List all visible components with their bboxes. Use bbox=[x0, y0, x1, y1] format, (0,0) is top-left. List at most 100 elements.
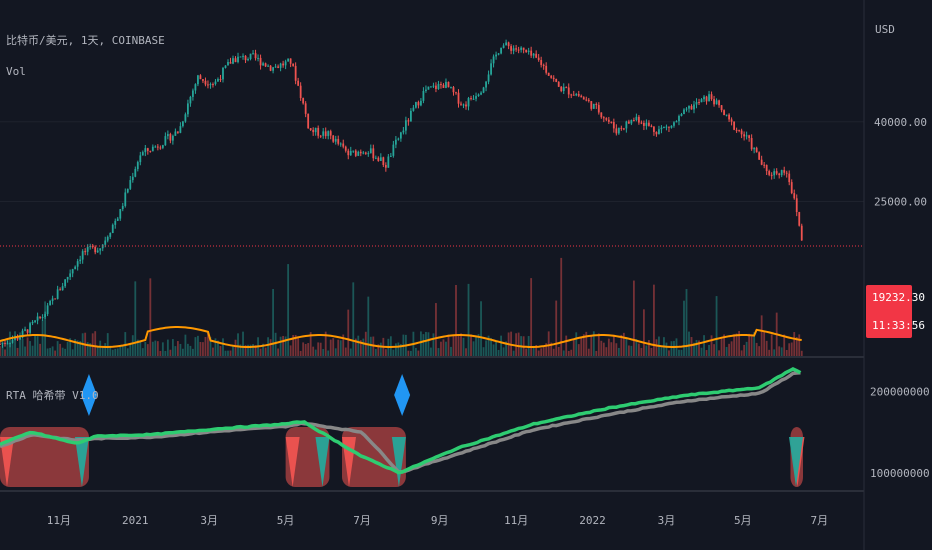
candle-body bbox=[452, 87, 455, 93]
candle-body bbox=[161, 145, 164, 148]
candle-body bbox=[572, 94, 575, 96]
time-axis[interactable]: 11月 2021 3月 5月 7月 9月 11月 2022 3月 5月 7月 bbox=[47, 514, 828, 527]
volume-bar bbox=[648, 340, 650, 357]
candle-body bbox=[643, 122, 645, 126]
candle-body bbox=[407, 120, 410, 122]
candle-body bbox=[377, 157, 380, 161]
volume-bar bbox=[725, 346, 728, 357]
candle-body bbox=[11, 339, 14, 343]
volume-bar bbox=[106, 333, 109, 357]
volume-bar bbox=[758, 346, 761, 357]
candle-body bbox=[695, 102, 698, 105]
volume-bar bbox=[525, 348, 528, 357]
ribbon-line-secondary bbox=[0, 367, 802, 475]
candle-body bbox=[680, 114, 683, 117]
volume-bar bbox=[81, 333, 84, 357]
candle-body bbox=[540, 59, 543, 65]
volume-bar bbox=[209, 337, 212, 357]
volume-bar bbox=[297, 336, 300, 357]
candle-body bbox=[710, 94, 713, 100]
volume-bar bbox=[377, 344, 380, 357]
price-pane[interactable] bbox=[0, 39, 864, 357]
volume-bar bbox=[800, 350, 803, 357]
time-tick-label: 2021 bbox=[122, 514, 149, 527]
volume-bar bbox=[535, 344, 538, 357]
candle-body bbox=[314, 127, 317, 133]
volume-bar bbox=[607, 338, 610, 357]
volume-bar bbox=[602, 342, 605, 357]
candle-body bbox=[372, 148, 375, 159]
volume-bar bbox=[109, 345, 112, 357]
volume-bar bbox=[422, 334, 425, 357]
candle-body bbox=[114, 220, 117, 225]
volume-bar bbox=[477, 334, 480, 357]
volume-bar bbox=[146, 344, 149, 357]
candle-body bbox=[339, 143, 342, 145]
volume-bar bbox=[685, 289, 688, 357]
volume-label[interactable]: Vol bbox=[6, 65, 26, 78]
volume-bar bbox=[194, 337, 197, 357]
candle-body bbox=[743, 134, 746, 137]
candle-body bbox=[364, 152, 367, 154]
candle-body bbox=[74, 266, 77, 270]
indicator-tick-label: 200000000.00 bbox=[870, 386, 932, 399]
volume-bar bbox=[703, 335, 705, 357]
candle-body bbox=[567, 87, 570, 95]
candle-body bbox=[319, 135, 322, 137]
volume-bar bbox=[730, 341, 733, 357]
indicator-axis[interactable]: 100000000.00 200000000.00 bbox=[870, 386, 932, 480]
volume-bar bbox=[397, 342, 400, 357]
volume-bar bbox=[487, 335, 490, 357]
volume-bar bbox=[678, 349, 680, 357]
candle-body bbox=[703, 96, 705, 100]
candle-body bbox=[242, 55, 244, 57]
candle-body bbox=[547, 72, 550, 76]
candle-body bbox=[166, 134, 169, 137]
volume-bar bbox=[440, 341, 442, 357]
candle-body bbox=[169, 134, 172, 141]
volume-bar bbox=[96, 346, 99, 357]
volume-bar bbox=[156, 341, 159, 357]
volume-bar bbox=[139, 340, 142, 357]
volume-bar bbox=[287, 264, 290, 357]
candle-body bbox=[334, 138, 337, 142]
volume-bar bbox=[242, 331, 244, 357]
candle-body bbox=[354, 150, 357, 156]
volume-bar bbox=[597, 333, 600, 357]
candle-body bbox=[252, 53, 254, 55]
candle-body bbox=[254, 53, 257, 59]
candle-body bbox=[289, 58, 292, 64]
candle-body bbox=[9, 342, 11, 344]
volume-bar bbox=[129, 343, 132, 357]
candle-body bbox=[577, 93, 580, 96]
indicator-pane[interactable] bbox=[0, 367, 805, 487]
candle-body bbox=[560, 86, 563, 92]
volume-bar bbox=[114, 348, 117, 357]
candle-body bbox=[146, 148, 149, 151]
candle-body bbox=[477, 94, 480, 97]
volume-bar bbox=[154, 340, 157, 357]
candle-body bbox=[740, 130, 743, 135]
volume-bar bbox=[39, 343, 41, 357]
candle-body bbox=[663, 126, 665, 128]
volume-bar bbox=[264, 347, 267, 357]
volume-bar bbox=[317, 342, 320, 357]
candle-body bbox=[81, 251, 84, 260]
volume-bar bbox=[44, 301, 46, 357]
candle-body bbox=[324, 131, 327, 137]
volume-bar bbox=[171, 339, 174, 357]
candle-body bbox=[480, 92, 482, 95]
symbol-title[interactable]: 比特币/美元, 1天, COINBASE bbox=[6, 33, 165, 47]
price-axis[interactable]: 25000.00 40000.00 bbox=[874, 116, 927, 209]
candle-body bbox=[212, 84, 214, 86]
volume-bar bbox=[199, 341, 202, 357]
volume-bar bbox=[755, 342, 758, 357]
candle-body bbox=[795, 198, 798, 213]
candle-body bbox=[765, 164, 768, 172]
indicator-label[interactable]: RTA 哈希带 V1.0 bbox=[6, 388, 99, 402]
candle-body bbox=[36, 316, 39, 321]
candle-body bbox=[61, 286, 64, 291]
volume-bar bbox=[284, 336, 287, 357]
candle-body bbox=[688, 105, 690, 109]
